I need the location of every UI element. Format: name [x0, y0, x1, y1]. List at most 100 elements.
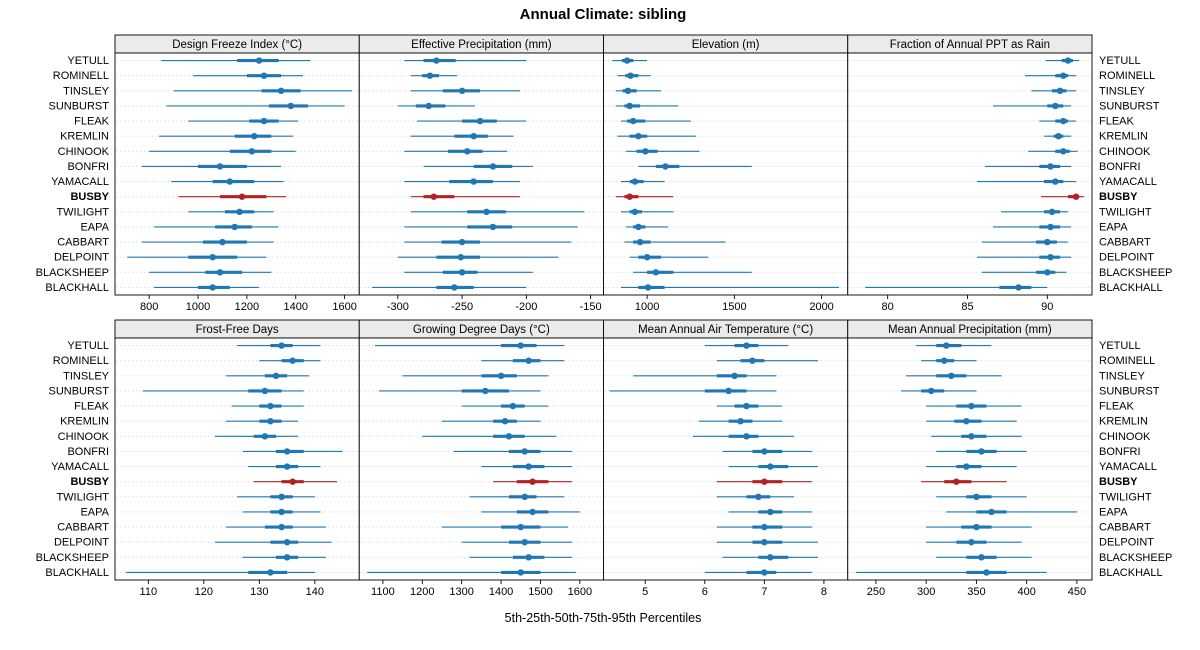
axis-tick-label: 85 [961, 301, 973, 313]
median-dot [238, 193, 246, 200]
median-dot [521, 538, 528, 546]
axis-tick-label: 1500 [722, 301, 746, 313]
median-dot [755, 493, 762, 501]
station-label-left: TINSLEY [63, 370, 110, 382]
panel-strip-title: Elevation (m) [692, 39, 760, 51]
median-dot [476, 117, 484, 125]
axis-tick-label: 80 [882, 301, 894, 313]
median-dot [983, 569, 990, 576]
station-label-left: YAMACALL [51, 176, 109, 188]
median-dot [251, 132, 258, 140]
station-label-right: CHINOOK [1099, 431, 1151, 443]
median-dot [743, 433, 750, 440]
median-dot [761, 478, 768, 485]
median-dot [236, 208, 243, 216]
station-label-left: YETULL [67, 55, 109, 67]
median-dot [489, 163, 497, 170]
axis-tick-label: 110 [140, 586, 158, 598]
median-dot [927, 387, 935, 395]
median-dot [260, 72, 268, 79]
station-label-right: KREMLIN [1099, 416, 1148, 428]
median-dot [963, 417, 970, 425]
median-dot [521, 493, 528, 501]
median-dot [626, 193, 633, 200]
station-label-right: BUSBY [1099, 191, 1138, 203]
median-dot [635, 132, 642, 140]
panel-strip-title: Growing Degree Days (°C) [413, 324, 550, 336]
axis-tick-label: 90 [1041, 301, 1053, 313]
axis-tick-label: 400 [1017, 586, 1035, 598]
median-dot [457, 253, 465, 261]
median-dot [1072, 193, 1080, 200]
station-label-right: BLACKHALL [1099, 282, 1163, 294]
median-dot [767, 554, 774, 561]
median-dot [525, 463, 532, 470]
axis-tick-label: 120 [195, 586, 213, 598]
median-dot [433, 57, 440, 64]
median-dot [458, 238, 466, 246]
panel-strip-title: Mean Annual Air Temperature (°C) [638, 324, 813, 336]
axis-tick-label: 1000 [635, 301, 659, 313]
station-label-left: BLACKSHEEP [36, 267, 109, 279]
median-dot [652, 269, 660, 276]
axis-tick-label: 1000 [186, 301, 210, 313]
axis-tick-label: 1300 [449, 586, 473, 598]
median-dot [482, 387, 489, 395]
median-dot [636, 238, 644, 246]
axis-tick-label: -200 [515, 301, 537, 313]
median-dot [529, 508, 536, 516]
station-label-left: BUSBY [70, 191, 109, 203]
station-label-left: TWILIGHT [56, 491, 109, 503]
median-dot [289, 478, 296, 485]
station-label-left: CHINOOK [58, 431, 110, 443]
median-dot [489, 223, 497, 231]
median-dot [525, 554, 532, 561]
axis-tick-label: 250 [867, 586, 885, 598]
station-label-left: EAPA [80, 506, 109, 518]
median-dot [1048, 208, 1056, 216]
median-dot [517, 342, 524, 349]
median-dot [209, 284, 216, 291]
median-dot [529, 478, 536, 485]
station-label-left: EAPA [80, 221, 109, 233]
median-dot [968, 538, 975, 546]
axis-tick-label: -250 [451, 301, 473, 313]
station-label-left: BLACKHALL [45, 567, 109, 579]
station-label-right: CABBART [1099, 237, 1151, 249]
median-dot [277, 87, 285, 95]
axis-tick-label: 6 [702, 586, 708, 598]
axis-tick-label: 1100 [371, 586, 395, 598]
median-dot [1044, 238, 1051, 246]
median-dot [749, 357, 756, 364]
panel-plot-area [114, 52, 360, 296]
median-dot [631, 178, 639, 185]
panel-plot-area [603, 52, 849, 296]
chart-title: Annual Climate: sibling [520, 6, 687, 23]
panel-strip-title: Frost-Free Days [196, 324, 279, 336]
station-label-right: EAPA [1099, 221, 1128, 233]
median-dot [1052, 178, 1059, 185]
axis-tick-label: -300 [387, 301, 409, 313]
station-label-left: KREMLIN [60, 131, 109, 143]
median-dot [272, 372, 280, 380]
median-dot [209, 253, 216, 261]
station-label-right: SUNBURST [1099, 100, 1160, 112]
station-label-left: CHINOOK [58, 146, 110, 158]
median-dot [261, 433, 269, 440]
station-label-right: EAPA [1099, 506, 1128, 518]
station-label-left: KREMLIN [60, 416, 109, 428]
station-label-right: BLACKSHEEP [1099, 267, 1172, 279]
station-label-right: ROMINELL [1099, 70, 1155, 82]
axis-tick-label: 800 [140, 301, 158, 313]
median-dot [458, 269, 466, 276]
median-dot [635, 223, 642, 231]
station-label-right: TINSLEY [1099, 370, 1146, 382]
median-dot [1055, 132, 1062, 140]
panel-plot-area [114, 337, 360, 581]
median-dot [261, 387, 269, 395]
median-dot [267, 402, 274, 410]
station-label-right: DELPOINT [1099, 537, 1154, 549]
median-dot [509, 402, 517, 410]
median-dot [216, 163, 224, 170]
